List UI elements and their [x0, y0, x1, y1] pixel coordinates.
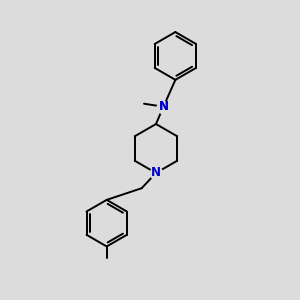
Text: N: N — [151, 167, 161, 179]
Text: N: N — [158, 100, 168, 113]
Text: N: N — [158, 100, 168, 113]
